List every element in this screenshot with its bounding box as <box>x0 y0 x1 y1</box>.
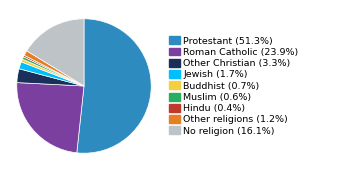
Wedge shape <box>22 57 84 86</box>
Wedge shape <box>23 55 84 86</box>
Wedge shape <box>27 19 84 86</box>
Wedge shape <box>21 59 84 86</box>
Legend: Protestant (51.3%), Roman Catholic (23.9%), Other Christian (3.3%), Jewish (1.7%: Protestant (51.3%), Roman Catholic (23.9… <box>169 36 299 136</box>
Wedge shape <box>24 51 84 86</box>
Wedge shape <box>17 83 84 153</box>
Wedge shape <box>19 62 84 86</box>
Wedge shape <box>77 19 151 153</box>
Wedge shape <box>17 69 84 86</box>
